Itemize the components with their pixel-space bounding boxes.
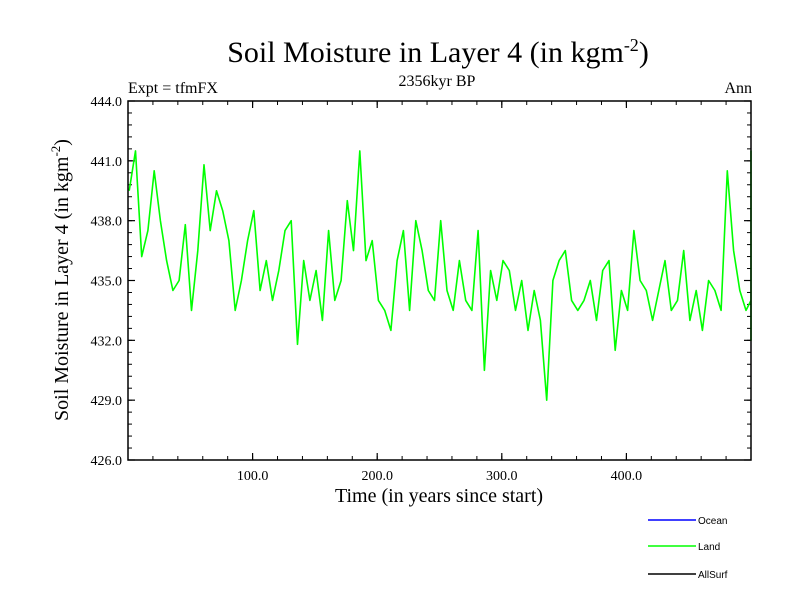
period-label: 2356kyr BP <box>399 73 476 90</box>
x-tick-label: 200.0 <box>361 469 393 484</box>
experiment-label: Expt = tfmFX <box>128 80 218 97</box>
x-tick-label: 300.0 <box>486 469 518 484</box>
legend-label-land: Land <box>698 542 720 553</box>
legend: Ocean Land AllSurf <box>648 516 728 581</box>
y-tick-label: 426.0 <box>91 454 123 469</box>
y-axis-title: Soil Moisture in Layer 4 (in kgm-2) <box>48 139 73 421</box>
x-axis-title: Time (in years since start) <box>335 485 543 507</box>
y-tick-label: 429.0 <box>91 394 123 409</box>
y-tick-label: 435.0 <box>91 275 123 290</box>
y-tick-label: 444.0 <box>91 95 123 110</box>
x-tick-label: 400.0 <box>611 469 643 484</box>
y-tick-label: 432.0 <box>91 334 123 349</box>
x-tick-label: 100.0 <box>237 469 269 484</box>
legend-label-allsurf: AllSurf <box>698 570 728 581</box>
season-label: Ann <box>724 80 752 97</box>
series-line-land <box>128 150 752 402</box>
legend-label-ocean: Ocean <box>698 516 727 527</box>
plot-frame <box>127 100 752 461</box>
y-tick-label: 441.0 <box>91 155 123 170</box>
y-tick-label: 438.0 <box>91 215 123 230</box>
chart-title: Soil Moisture in Layer 4 (in kgm-2) <box>227 35 649 69</box>
